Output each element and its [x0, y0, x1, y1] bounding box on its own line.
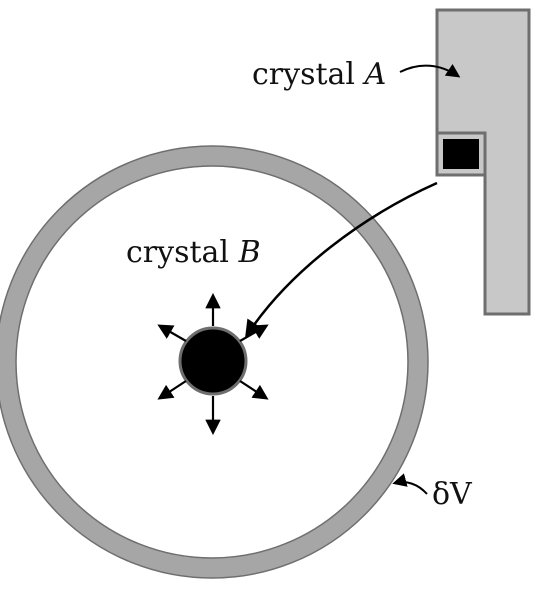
arrow-upper-left [157, 324, 187, 342]
arrow-lower-left [157, 380, 187, 400]
crystal-b-label-prefix: crystal [126, 235, 239, 270]
arrow-upper-right [239, 324, 269, 342]
delta-v-shell-outer-edge [0, 145, 429, 579]
crystal-b-label: crystal B [126, 235, 261, 270]
delta-v-shell-inner-edge [15, 165, 409, 559]
delta-v-pointer [392, 473, 428, 495]
radiating-arrows-icon [157, 292, 269, 436]
particle-in-crystal-b [178, 326, 248, 396]
crystal-a-pointer [399, 63, 461, 78]
crystal-a-label-symbol: A [362, 57, 387, 92]
crystal-b-label-symbol: B [238, 235, 261, 270]
black-square-icon [443, 139, 479, 169]
crystal-a-label: crystal A [252, 57, 386, 92]
arrow-lower-right [239, 380, 269, 400]
crystal-a-label-prefix: crystal [252, 57, 365, 92]
delta-v-shell [0, 146, 428, 578]
transfer-arrow [245, 181, 438, 338]
delta-v-label: δV [432, 477, 473, 512]
